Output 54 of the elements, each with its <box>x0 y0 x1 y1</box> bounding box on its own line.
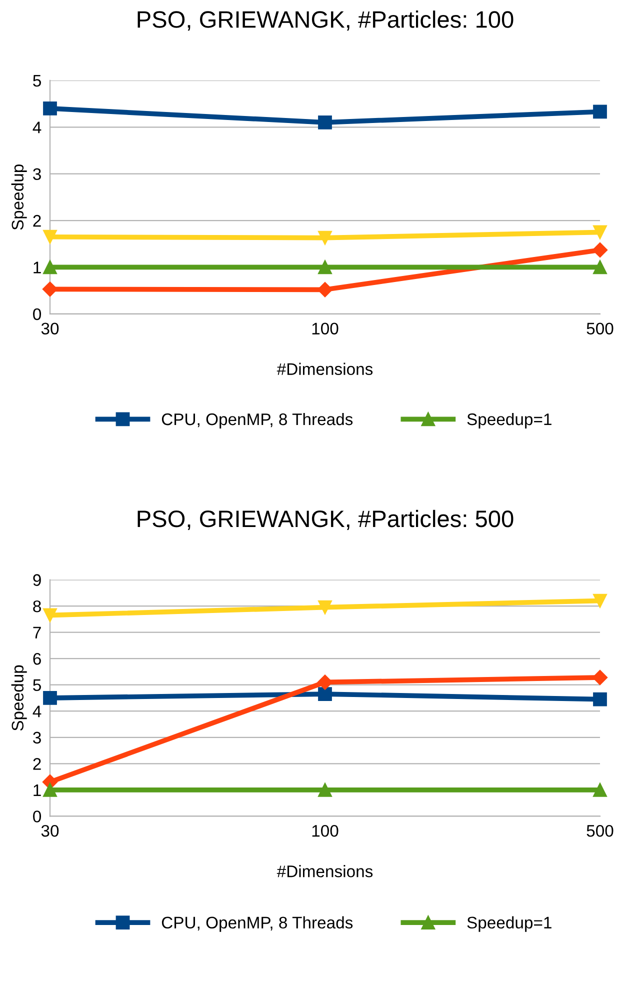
point <box>318 782 332 797</box>
point <box>43 230 57 244</box>
point <box>318 116 332 130</box>
y-axis-title: Speedup <box>11 164 27 230</box>
legend-label: CPU, OpenMP, 8 Threads <box>162 412 353 429</box>
point <box>593 104 607 119</box>
x-axis-title: #Dimensions <box>276 362 373 376</box>
x-tick-label: 30 <box>41 322 59 334</box>
legend-label: Speedup=1 <box>467 412 552 429</box>
y-tick-label: 5 <box>33 75 41 87</box>
point <box>318 687 332 701</box>
y-tick-label: 3 <box>33 168 41 180</box>
x-tick-label: 500 <box>586 824 614 837</box>
point <box>43 102 57 116</box>
y-tick-label: 1 <box>34 784 41 796</box>
point <box>43 691 57 705</box>
point <box>42 282 58 297</box>
y-tick-label: 4 <box>32 122 42 134</box>
point <box>592 242 608 258</box>
point <box>43 608 57 622</box>
x-tick-label: 100 <box>312 322 338 334</box>
y-axis-title: Speedup <box>11 665 27 731</box>
chart-title: PSO, GRIEWANGK, #Particles: 100 <box>138 10 514 31</box>
y-tick-label: 1 <box>34 262 41 274</box>
point <box>43 782 57 797</box>
point <box>318 230 332 245</box>
point <box>318 260 332 274</box>
chart-title: PSO, GRIEWANGK, #Particles: 500 <box>138 510 514 530</box>
legend-label: Speedup=1 <box>467 916 552 932</box>
y-tick-label: 2 <box>33 214 41 227</box>
point <box>318 600 332 614</box>
y-tick-label: 6 <box>33 652 41 665</box>
y-tick-label: 5 <box>33 679 41 692</box>
x-axis-title: #Dimensions <box>276 865 373 878</box>
y-tick-label: 2 <box>33 758 41 770</box>
x-tick-label: 100 <box>312 824 338 837</box>
y-tick-label: 4 <box>32 706 42 718</box>
point <box>593 594 607 608</box>
y-tick-label: 8 <box>33 600 41 612</box>
point <box>593 225 607 240</box>
y-tick-label: 9 <box>33 574 41 586</box>
legend-label: CPU, OpenMP, 8 Threads <box>162 916 353 932</box>
y-tick-label: 3 <box>33 732 41 744</box>
y-tick-label: 0 <box>33 308 42 320</box>
point <box>593 782 607 797</box>
y-tick-label: 0 <box>33 810 42 822</box>
x-tick-label: 30 <box>41 824 59 837</box>
x-tick-label: 500 <box>586 322 614 334</box>
point <box>593 260 607 274</box>
point <box>593 692 607 706</box>
point <box>43 260 57 274</box>
point <box>317 282 333 298</box>
point <box>592 670 608 686</box>
y-tick-label: 7 <box>33 626 41 638</box>
